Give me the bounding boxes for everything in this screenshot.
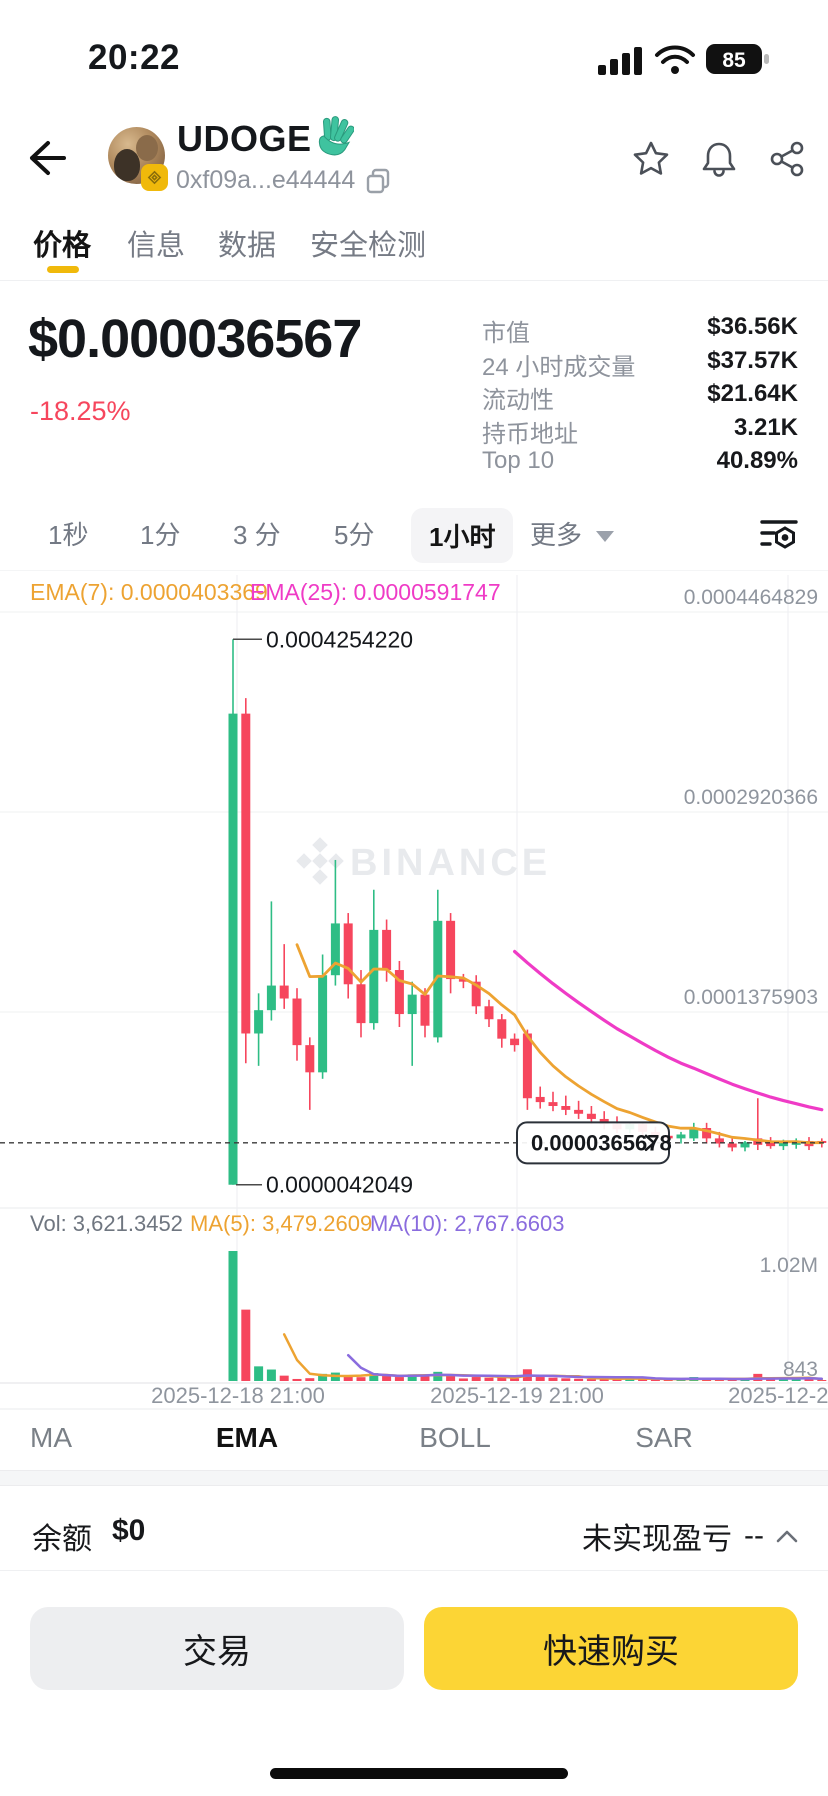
indicator-tab-EMA[interactable]: EMA — [215, 1422, 279, 1453]
battery-icon: 85 — [706, 44, 769, 74]
status-time: 20:22 — [88, 38, 181, 77]
contract-address-row: 0xf09a...e44444 — [176, 166, 391, 195]
tab-3[interactable]: 安全检测 — [310, 222, 426, 264]
home-indicator[interactable] — [270, 1768, 568, 1779]
timeframe-selector: 1秒 1分 3 分 5分 1小时 更多 — [0, 505, 828, 567]
stat-label: 市值 — [482, 320, 530, 347]
divider — [0, 1570, 828, 1571]
vol-ma10-legend: MA(10): 2,767.6603 — [370, 1211, 564, 1236]
tabs-divider — [0, 280, 828, 281]
high-price-annotation: 0.0004254220 — [266, 626, 413, 652]
vol-legend: Vol: 3,621.3452 — [30, 1211, 183, 1236]
timeframe-5分[interactable]: 5分 — [334, 520, 375, 550]
price-axis-label: 0.0001375903 — [684, 986, 818, 1009]
svg-text:85: 85 — [722, 49, 746, 72]
low-price-annotation: 0.0000042049 — [266, 1172, 413, 1198]
current-price-label: 0.0000365678 — [531, 1130, 672, 1155]
timeframe-3 分[interactable]: 3 分 — [233, 520, 281, 550]
indicator-tab-MA[interactable]: MA — [30, 1422, 72, 1453]
tab-label: 安全检测 — [310, 230, 427, 262]
time-axis-label: 2025-12-20 21:00 — [728, 1383, 828, 1408]
stat-value: $37.57K — [707, 346, 798, 374]
pnl-value: -- — [744, 1519, 764, 1552]
balance-label: 余额 — [32, 1523, 92, 1556]
chevron-up-icon — [776, 1530, 798, 1543]
timeframe-更多[interactable]: 更多 — [530, 520, 583, 550]
stat-row: Top 10 40.89% — [482, 447, 798, 477]
binance-watermark: BINANCE — [350, 842, 551, 884]
chevron-right-icon — [644, 1134, 656, 1152]
stat-label: Top 10 — [482, 447, 555, 474]
tab-active-0[interactable]: 价格 — [33, 222, 92, 273]
token-price: $0.000036567 — [28, 309, 362, 369]
copy-address-icon[interactable] — [365, 168, 391, 194]
ema7-legend: EMA(7): 0.0000403369 — [30, 579, 268, 605]
timeframe-1分[interactable]: 1分 — [140, 520, 181, 550]
timeframe-1秒[interactable]: 1秒 — [48, 520, 89, 550]
price-axis-label: 0.0002920366 — [684, 786, 818, 809]
contract-address: 0xf09a...e44444 — [176, 166, 356, 194]
current-price-pill[interactable] — [516, 1121, 670, 1165]
vulcan-hand-icon — [318, 116, 354, 156]
stat-label: 持币地址 — [482, 420, 578, 448]
pnl-label: 未实现盈亏 — [582, 1523, 733, 1556]
cellular-signal-icon — [598, 47, 642, 75]
price-change-percent: -18.25% — [30, 396, 131, 426]
token-name: UDOGE — [177, 118, 312, 159]
indicator-settings-icon[interactable] — [758, 516, 800, 556]
stat-row: 24 小时成交量 $37.57K — [482, 346, 798, 381]
indicator-tab-BOLL[interactable]: BOLL — [419, 1422, 491, 1453]
bnb-chain-badge-icon — [141, 164, 168, 191]
quick-buy-button[interactable]: 快速购买 — [424, 1607, 798, 1690]
tab-label: 信息 — [127, 230, 186, 262]
active-tab-underline — [47, 266, 79, 273]
timeframe-1小时[interactable]: 1小时 — [411, 508, 514, 563]
stat-value: 40.89% — [716, 447, 798, 474]
stat-label: 流动性 — [482, 387, 554, 414]
vol-ma5-legend: MA(5): 3,479.2609 — [190, 1211, 372, 1236]
time-axis-label: 2025-12-19 21:00 — [430, 1383, 604, 1408]
favorite-star-icon[interactable] — [632, 140, 670, 178]
wifi-icon — [655, 45, 695, 74]
stat-row: 持币地址 3.21K — [482, 413, 798, 448]
stat-label: 24 小时成交量 — [482, 353, 636, 381]
stat-value: $36.56K — [707, 313, 798, 340]
tab-label: 数据 — [218, 230, 277, 262]
price-axis-label: 0.0004464829 — [684, 586, 818, 609]
volume-axis-max: 1.02M — [760, 1254, 818, 1277]
pnl-toggle[interactable]: 未实现盈亏 -- — [582, 1514, 798, 1558]
more-dropdown-caret-icon[interactable] — [596, 531, 614, 542]
section-divider — [0, 1470, 828, 1486]
stat-value: $21.64K — [707, 380, 798, 407]
tab-2[interactable]: 数据 — [218, 222, 276, 264]
share-icon[interactable] — [768, 140, 806, 178]
ema25-legend: EMA(25): 0.0000591747 — [250, 579, 501, 605]
tab-label: 价格 — [33, 230, 92, 262]
stat-row: 市值 $36.56K — [482, 313, 798, 347]
volume-axis-min: 843 — [783, 1358, 818, 1381]
tab-1[interactable]: 信息 — [127, 222, 185, 264]
stat-row: 流动性 $21.64K — [482, 380, 798, 414]
stat-value: 3.21K — [733, 413, 798, 441]
page-tabs: 价格 信息 数据 安全检测 — [0, 222, 828, 280]
balance-value: $0 — [112, 1514, 146, 1547]
trade-button[interactable]: 交易 — [30, 1607, 404, 1690]
indicator-tabs: MA EMA BOLL SAR — [0, 1422, 828, 1462]
time-axis-label: 2025-12-18 21:00 — [151, 1383, 325, 1408]
back-button[interactable] — [26, 138, 68, 178]
position-bar: 余额 $0 未实现盈亏 -- — [0, 1506, 828, 1566]
indicator-tab-SAR[interactable]: SAR — [635, 1422, 693, 1453]
alert-bell-icon[interactable] — [700, 140, 738, 178]
